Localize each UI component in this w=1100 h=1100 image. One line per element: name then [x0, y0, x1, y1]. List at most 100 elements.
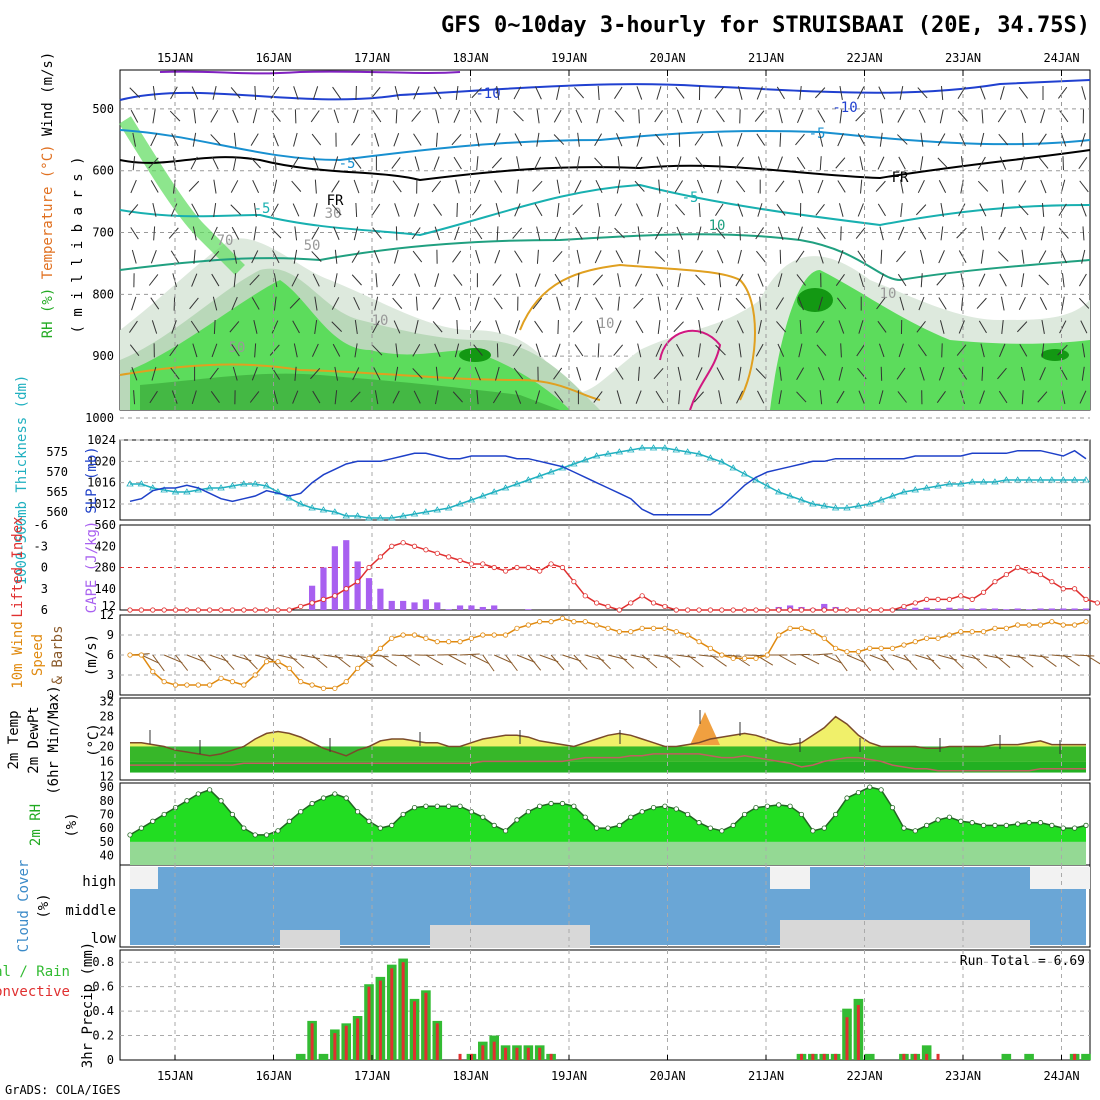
upper-wind-barb [193, 249, 196, 264]
rh-tick: 80 [100, 794, 114, 808]
upper-wind-barb [917, 87, 928, 99]
upper-wind-barb [876, 297, 886, 310]
lifted-index-line-point [377, 554, 383, 560]
upper-wind-barb [777, 226, 784, 241]
lifted-index-line-point [332, 593, 338, 599]
temp-tick: 32 [100, 695, 114, 709]
thickness-line-point [945, 480, 954, 487]
upper-wind-barb [617, 273, 621, 288]
rh-line-point [1060, 825, 1066, 831]
upper-wind-barb [414, 320, 419, 334]
upper-wind-barb [352, 157, 362, 169]
upper-wind-barb [936, 391, 946, 403]
upper-wind-barb [392, 390, 400, 404]
upper-wind-barb [474, 367, 481, 381]
freezing-level [119, 149, 1091, 182]
upper-wind-barb [839, 109, 843, 124]
wind-speed-line-point [241, 682, 247, 688]
upper-wind-barb [614, 110, 625, 122]
wind-speed-line-point [275, 659, 281, 665]
upper-wind-barb [1041, 320, 1045, 334]
upper-wind-barb [514, 320, 521, 334]
cape-bar [969, 608, 976, 610]
upper-wind-barb [897, 391, 907, 403]
upper-wind-barb [1016, 321, 1028, 333]
upper-wind-barb [980, 343, 985, 358]
cape-bar [411, 602, 418, 610]
wind-barb [527, 654, 542, 671]
panel-frame-slp [119, 439, 1091, 521]
upper-wind-barb [1079, 180, 1089, 193]
wind-speed-line-point [332, 685, 338, 691]
upper-ylabel: RH (%) Temperature (°C) Wind (m/s) [40, 52, 56, 339]
rh-line-point [172, 804, 179, 811]
cape-bar [445, 609, 452, 610]
precip-convective-bar [913, 1053, 917, 1060]
wind-speed-line-point [525, 622, 531, 628]
lifted-index-line-point [275, 607, 281, 613]
thickness-line [130, 447, 1086, 519]
upper-wind-barb [130, 179, 137, 194]
rh-line-point [548, 800, 554, 807]
contour-label: 50 [304, 238, 321, 254]
thickness-line-point [547, 468, 555, 475]
upper-wind-barb [374, 296, 379, 311]
upper-wind-barb [977, 180, 989, 192]
wind-barb [653, 654, 674, 659]
upper-wind-barb [1078, 297, 1090, 309]
precip-convective-bar [367, 986, 371, 1060]
upper-wind-barb [313, 156, 320, 170]
thickness-line-point [877, 496, 885, 503]
rh-line-point [480, 814, 486, 820]
wind-speed-line-point [298, 679, 304, 685]
upper-wind-barb [677, 273, 681, 288]
rh-line-point [241, 825, 247, 831]
precip-convective-bar [902, 1053, 906, 1060]
thickness-tick: 570 [46, 465, 68, 479]
upper-wind-barb [839, 86, 843, 100]
upper-wind-barb [1001, 179, 1004, 194]
wind-barb [391, 654, 412, 657]
rh-line-point [696, 820, 702, 826]
upper-wind-barb [978, 273, 986, 287]
upper-wind-barb [372, 110, 382, 123]
upper-wind-barb [1038, 157, 1049, 169]
upper-wind-barb [475, 132, 480, 147]
lifted-index-line-point [263, 607, 270, 613]
lifted-index-line-point [719, 607, 725, 613]
contour-label: 10 [598, 316, 615, 332]
thickness-line-point [866, 500, 874, 507]
thickness-line-point [786, 492, 794, 499]
wind-speed-line-point [491, 632, 497, 638]
upper-wind-barb [474, 109, 482, 123]
upper-wind-barb [413, 203, 420, 217]
wind-speed-line-point [195, 682, 201, 688]
wind-speed-line-point [628, 629, 634, 635]
wind-barb [437, 654, 457, 656]
upper-wind-barb [616, 390, 622, 405]
cape-bar [934, 608, 942, 610]
upper-wind-barb [654, 251, 666, 262]
wind-speed-line-point [400, 632, 406, 638]
upper-wind-barb [657, 203, 661, 217]
temp-band-cool [130, 761, 1086, 773]
lifted-index-line-point [502, 568, 509, 574]
precip-convective-bar [526, 1047, 530, 1060]
upper-wind-barb [635, 390, 642, 404]
pressure-tick: 1000 [85, 411, 114, 425]
thickness-line-point [513, 480, 521, 487]
upper-wind-barb [292, 320, 300, 334]
date-label-top: 19JAN [551, 51, 587, 65]
credit-text: GrADS: COLA/IGES [5, 1083, 121, 1097]
precip-ylabel-convective: Convective [0, 984, 70, 1000]
upper-wind-barb [1018, 296, 1026, 311]
lifted-index-line-point [753, 607, 759, 613]
wind-speed-line-point [969, 629, 975, 635]
precip-total-bar [1081, 1053, 1091, 1060]
thickness-line-point [410, 510, 419, 517]
upper-wind-barb [293, 343, 298, 358]
upper-wind-barb [695, 367, 703, 381]
rh-ylabel-group: 2m RH [28, 804, 44, 846]
temp-ylabel-3-group: (6hr Min/Max) [46, 685, 62, 795]
lifted-index-line-point [309, 600, 315, 606]
